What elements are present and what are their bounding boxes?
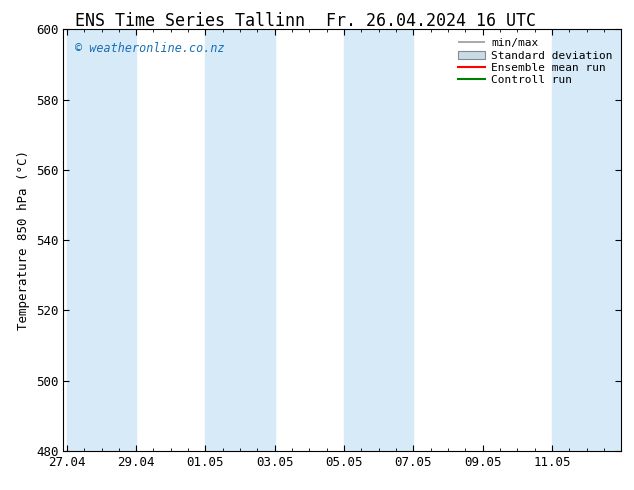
Text: © weatheronline.co.nz: © weatheronline.co.nz bbox=[75, 42, 224, 55]
Legend: min/max, Standard deviation, Ensemble mean run, Controll run: min/max, Standard deviation, Ensemble me… bbox=[455, 35, 616, 88]
Bar bbox=[67, 29, 136, 451]
Text: ENS Time Series Tallinn: ENS Time Series Tallinn bbox=[75, 12, 305, 30]
Bar bbox=[205, 29, 275, 451]
Bar bbox=[344, 29, 413, 451]
Y-axis label: Temperature 850 hPa (°C): Temperature 850 hPa (°C) bbox=[18, 150, 30, 330]
Bar bbox=[552, 29, 621, 451]
Text: Fr. 26.04.2024 16 UTC: Fr. 26.04.2024 16 UTC bbox=[326, 12, 536, 30]
